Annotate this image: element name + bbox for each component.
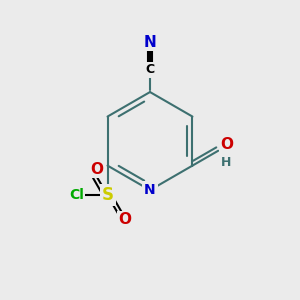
Text: O: O: [118, 212, 131, 227]
Text: N: N: [144, 35, 156, 50]
Text: Cl: Cl: [69, 188, 84, 202]
Text: O: O: [90, 162, 103, 177]
Text: O: O: [220, 137, 234, 152]
Text: S: S: [101, 186, 113, 204]
Text: N: N: [144, 183, 156, 197]
Text: H: H: [220, 156, 231, 169]
Text: C: C: [146, 63, 154, 76]
